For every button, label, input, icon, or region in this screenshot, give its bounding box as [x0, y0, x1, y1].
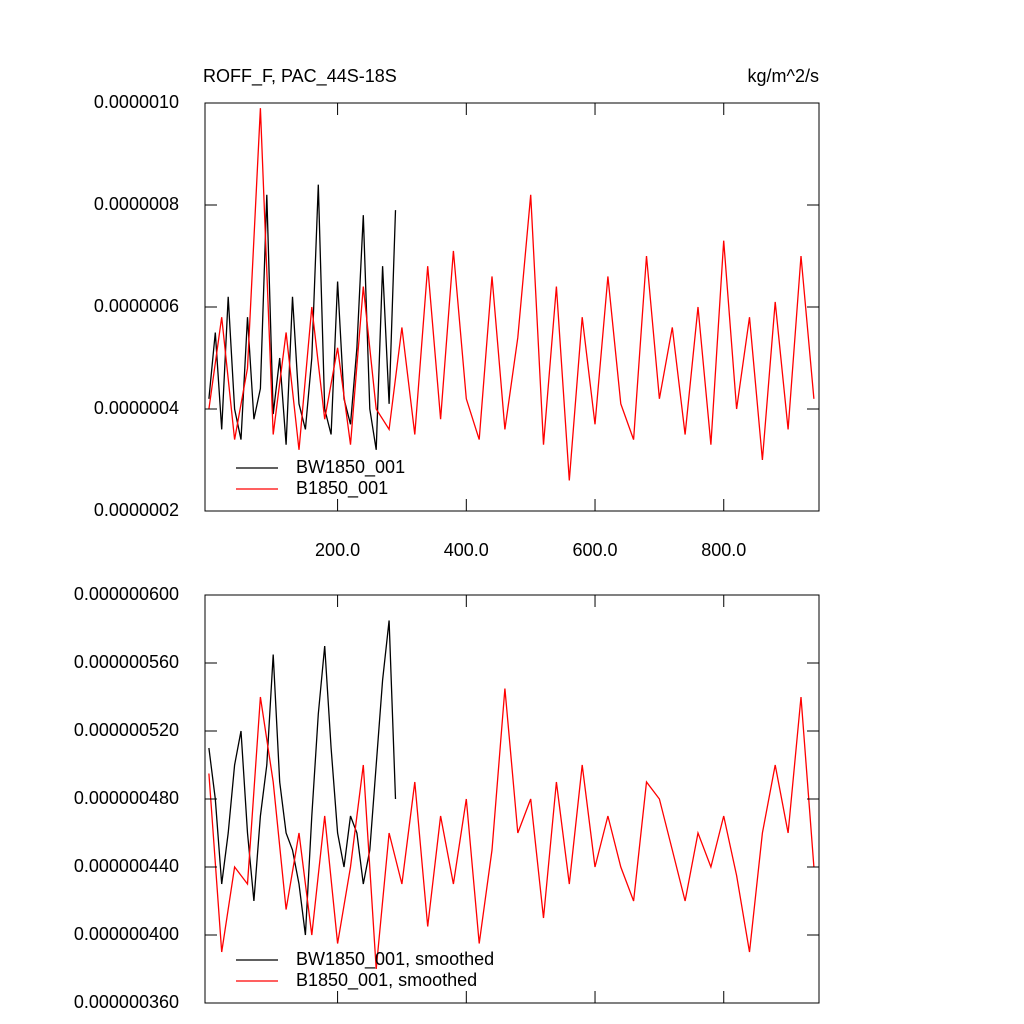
x-tick-label: 200.0 — [315, 540, 360, 560]
chart-title: ROFF_F, PAC_44S-18S — [203, 66, 397, 87]
y-tick-label: 0.000000440 — [74, 856, 179, 876]
y-tick-label: 0.0000002 — [94, 500, 179, 520]
y-tick-label: 0.0000006 — [94, 296, 179, 316]
y-tick-label: 0.0000008 — [94, 194, 179, 214]
legend-label: B1850_001, smoothed — [296, 970, 477, 991]
y-tick-label: 0.000000560 — [74, 652, 179, 672]
x-tick-label: 600.0 — [573, 540, 618, 560]
legend-label: B1850_001 — [296, 478, 388, 499]
legend-label: BW1850_001 — [296, 457, 405, 478]
x-tick-label: 400.0 — [444, 540, 489, 560]
x-tick-label: 800.0 — [701, 540, 746, 560]
series-line — [208, 620, 397, 936]
y-tick-label: 0.000000520 — [74, 720, 179, 740]
y-tick-label: 0.000000600 — [74, 584, 179, 604]
plot-frame — [204, 102, 820, 512]
y-tick-label: 0.000000480 — [74, 788, 179, 808]
legend-label: BW1850_001, smoothed — [296, 949, 494, 970]
y-tick-label: 0.0000004 — [94, 398, 179, 418]
y-tick-label: 0.000000400 — [74, 924, 179, 944]
series-line — [208, 688, 815, 970]
series-line — [208, 108, 815, 481]
units-label: kg/m^2/s — [748, 66, 819, 86]
y-tick-label: 0.000000360 — [74, 992, 179, 1012]
plot-frame — [204, 594, 820, 1004]
y-tick-label: 0.0000010 — [94, 92, 179, 112]
